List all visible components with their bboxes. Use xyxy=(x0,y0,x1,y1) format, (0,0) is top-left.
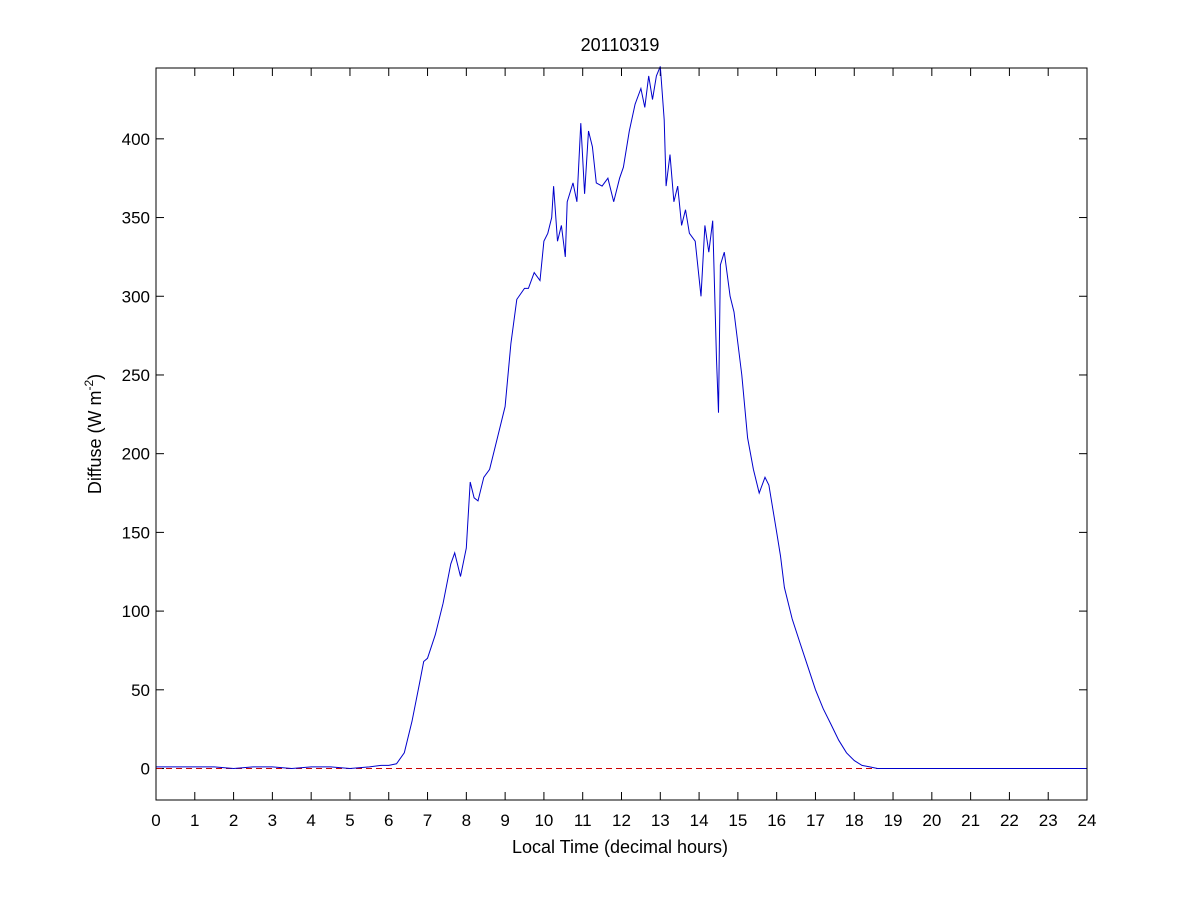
x-tick-label-4: 4 xyxy=(306,811,315,830)
y-tick-label-300: 300 xyxy=(122,287,150,306)
axis-ticks xyxy=(155,68,1088,800)
x-tick-label-16: 16 xyxy=(767,811,786,830)
x-tick-label-22: 22 xyxy=(1000,811,1019,830)
x-tick-label-17: 17 xyxy=(806,811,825,830)
x-tick-label-8: 8 xyxy=(462,811,471,830)
x-tick-label-3: 3 xyxy=(268,811,277,830)
x-tick-label-7: 7 xyxy=(423,811,432,830)
x-tick-label-2: 2 xyxy=(229,811,238,830)
y-axis-label-main: Diffuse (W m xyxy=(85,390,105,494)
y-axis-label: Diffuse (W m-2) xyxy=(82,374,105,494)
x-tick-label-18: 18 xyxy=(845,811,864,830)
x-tick-label-13: 13 xyxy=(651,811,670,830)
y-tick-label-400: 400 xyxy=(122,130,150,149)
diffuse-series-line xyxy=(156,66,1087,770)
x-tick-label-9: 9 xyxy=(500,811,509,830)
x-tick-label-19: 19 xyxy=(884,811,903,830)
y-tick-label-50: 50 xyxy=(131,681,150,700)
x-tick-label-21: 21 xyxy=(961,811,980,830)
plot-area xyxy=(156,68,1087,800)
y-tick-label-0: 0 xyxy=(141,760,150,779)
x-axis-label: Local Time (decimal hours) xyxy=(512,837,728,857)
x-tick-label-12: 12 xyxy=(612,811,631,830)
x-tick-label-23: 23 xyxy=(1039,811,1058,830)
y-tick-label-150: 150 xyxy=(122,523,150,542)
y-axis-label-close: ) xyxy=(85,374,105,380)
x-tick-label-5: 5 xyxy=(345,811,354,830)
x-tick-label-24: 24 xyxy=(1078,811,1097,830)
y-tick-label-200: 200 xyxy=(122,445,150,464)
x-tick-label-0: 0 xyxy=(151,811,160,830)
x-tick-label-14: 14 xyxy=(690,811,709,830)
x-tick-label-1: 1 xyxy=(190,811,199,830)
y-axis-label-superscript: -2 xyxy=(82,379,96,390)
chart-title: 20110319 xyxy=(581,35,660,55)
x-tick-label-6: 6 xyxy=(384,811,393,830)
y-tick-label-350: 350 xyxy=(122,209,150,228)
plot-frame xyxy=(155,67,1088,801)
x-tick-label-15: 15 xyxy=(728,811,747,830)
x-tick-label-10: 10 xyxy=(534,811,553,830)
y-tick-label-250: 250 xyxy=(122,366,150,385)
x-tick-label-20: 20 xyxy=(922,811,941,830)
axis-tick-labels: 0 1 2 3 4 5 6 7 8 9 10 11 12 13 14 15 16 17 18 19 20 21 22 23 24… xyxy=(122,130,1097,830)
x-tick-label-11: 11 xyxy=(574,811,592,830)
y-tick-label-100: 100 xyxy=(122,602,150,621)
